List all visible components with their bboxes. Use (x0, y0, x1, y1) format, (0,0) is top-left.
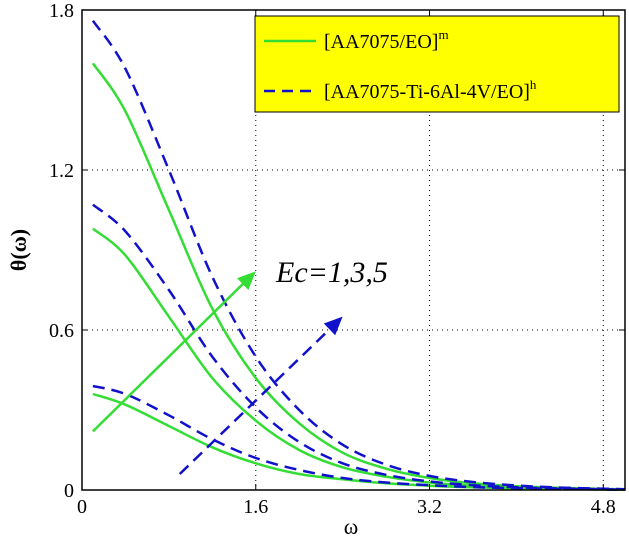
series-line-5 (92, 203, 626, 491)
legend-entry-1-label: [AA7075/EO] (324, 31, 438, 53)
x-axis-label: ω (344, 514, 358, 539)
x-tick-label: 3.2 (417, 496, 442, 518)
series-line-6 (91, 19, 626, 491)
arrow-shaft-2 (178, 326, 332, 475)
legend-entry-2: [AA7075-Ti-6Al-4V/EO]h (324, 77, 537, 103)
legend-entry-1: [AA7075/EO]m (324, 27, 449, 53)
x-tick-label: 4.8 (591, 496, 616, 518)
series-layer (91, 19, 626, 491)
y-tick-label: 0 (64, 480, 74, 502)
annotation-ec: Ec=1,3,5 (275, 256, 388, 289)
arrow-head-1 (237, 271, 256, 290)
legend-entry-1-sup: m (438, 27, 448, 42)
x-tick-label: 1.6 (243, 496, 268, 518)
arrow-layer (91, 271, 343, 475)
y-tick-label: 1.2 (49, 160, 74, 182)
tick-layer: 0 1.6 3.2 4.8 0 0.6 1.2 1.8 (49, 0, 625, 518)
legend-box (254, 15, 620, 113)
y-axis-label: θ(ω) (6, 229, 31, 271)
legend-entry-2-sup: h (530, 77, 537, 92)
y-tick-label: 1.8 (49, 0, 74, 22)
arrow-shaft-1 (91, 281, 246, 433)
legend: [AA7075/EO]m [AA7075-Ti-6Al-4V/EO]h (254, 15, 620, 113)
x-tick-label: 0 (77, 496, 87, 518)
legend-entry-2-label: [AA7075-Ti-6Al-4V/EO] (324, 81, 530, 103)
arrow-head-2 (323, 316, 343, 336)
plot-frame (81, 9, 626, 491)
y-tick-label: 0.6 (49, 320, 74, 342)
